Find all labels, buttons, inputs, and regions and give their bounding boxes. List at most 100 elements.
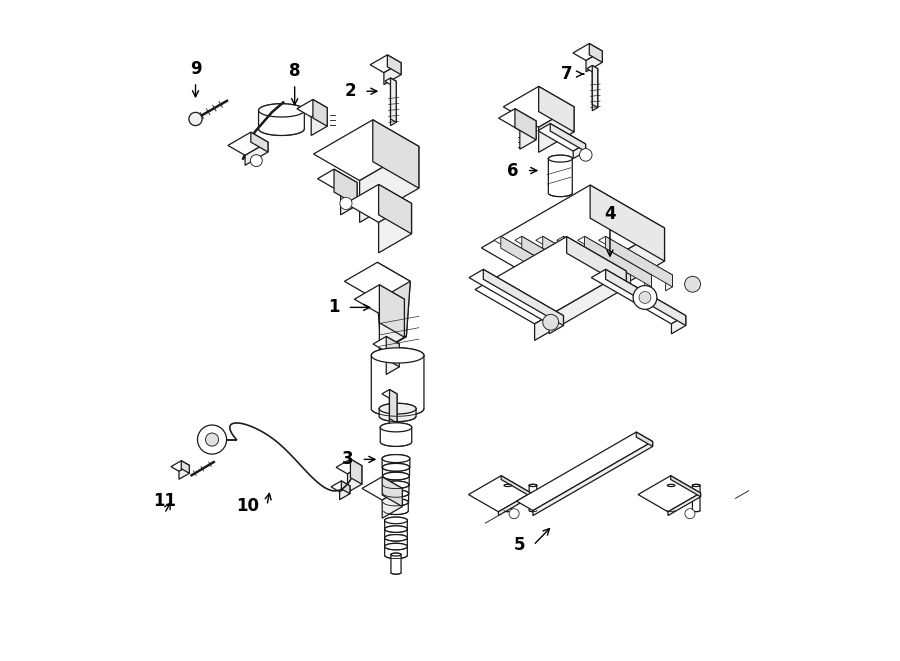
Polygon shape — [543, 236, 609, 287]
Polygon shape — [346, 184, 411, 222]
Polygon shape — [585, 236, 652, 287]
Text: 11: 11 — [153, 492, 176, 510]
Circle shape — [639, 292, 651, 303]
Polygon shape — [379, 403, 416, 422]
Text: 4: 4 — [604, 206, 616, 223]
Circle shape — [633, 286, 657, 309]
Polygon shape — [483, 270, 563, 326]
Polygon shape — [386, 336, 400, 367]
Polygon shape — [529, 485, 536, 486]
Polygon shape — [539, 87, 574, 132]
Polygon shape — [567, 237, 626, 288]
Polygon shape — [501, 476, 531, 497]
Polygon shape — [504, 485, 511, 512]
Polygon shape — [350, 459, 362, 484]
Text: 3: 3 — [342, 450, 354, 469]
Polygon shape — [670, 476, 700, 497]
Polygon shape — [382, 472, 410, 488]
Polygon shape — [372, 348, 424, 363]
Polygon shape — [383, 490, 409, 506]
Polygon shape — [624, 275, 631, 291]
Polygon shape — [590, 185, 664, 261]
Polygon shape — [517, 432, 652, 510]
Polygon shape — [535, 271, 626, 340]
Polygon shape — [563, 236, 631, 287]
Text: 7: 7 — [562, 65, 573, 83]
Polygon shape — [339, 486, 350, 500]
Polygon shape — [606, 270, 686, 326]
Polygon shape — [508, 291, 553, 316]
Circle shape — [197, 425, 227, 454]
Polygon shape — [504, 485, 511, 486]
Polygon shape — [550, 124, 586, 151]
Polygon shape — [391, 553, 401, 574]
Polygon shape — [340, 182, 357, 215]
Polygon shape — [503, 87, 574, 127]
Polygon shape — [382, 463, 410, 480]
Polygon shape — [508, 271, 553, 296]
Polygon shape — [391, 553, 401, 556]
Text: 1: 1 — [328, 298, 339, 317]
Polygon shape — [382, 472, 410, 480]
Polygon shape — [383, 490, 409, 497]
Polygon shape — [548, 155, 572, 162]
Polygon shape — [500, 236, 568, 287]
Polygon shape — [380, 285, 404, 337]
Polygon shape — [313, 99, 328, 126]
Polygon shape — [671, 316, 686, 334]
Polygon shape — [181, 461, 189, 473]
Polygon shape — [385, 78, 396, 85]
Polygon shape — [556, 228, 664, 324]
Polygon shape — [527, 271, 553, 300]
Polygon shape — [345, 262, 410, 300]
Polygon shape — [384, 526, 408, 541]
Polygon shape — [692, 485, 700, 486]
Polygon shape — [668, 493, 700, 516]
Circle shape — [340, 198, 352, 210]
Polygon shape — [331, 481, 350, 492]
Polygon shape — [382, 477, 402, 506]
Polygon shape — [384, 526, 408, 532]
Polygon shape — [482, 185, 664, 291]
Polygon shape — [538, 124, 586, 151]
Text: 8: 8 — [289, 62, 301, 80]
Polygon shape — [535, 305, 553, 330]
Polygon shape — [258, 104, 304, 117]
Polygon shape — [297, 99, 328, 117]
Polygon shape — [666, 275, 672, 291]
Text: 10: 10 — [236, 496, 259, 515]
Polygon shape — [341, 481, 350, 494]
Polygon shape — [391, 78, 396, 122]
Polygon shape — [355, 285, 404, 313]
Polygon shape — [549, 316, 563, 334]
Polygon shape — [475, 237, 626, 324]
Polygon shape — [381, 423, 411, 446]
Polygon shape — [578, 236, 652, 279]
Polygon shape — [379, 184, 411, 234]
Polygon shape — [592, 65, 598, 108]
Polygon shape — [336, 459, 362, 474]
Polygon shape — [384, 535, 408, 541]
Polygon shape — [603, 275, 609, 291]
Polygon shape — [382, 455, 410, 471]
Polygon shape — [586, 51, 602, 72]
Polygon shape — [499, 108, 536, 130]
Polygon shape — [539, 107, 574, 153]
Polygon shape — [334, 169, 357, 206]
Circle shape — [189, 112, 202, 126]
Circle shape — [685, 509, 695, 519]
Polygon shape — [380, 299, 404, 352]
Polygon shape — [561, 275, 568, 291]
Text: 2: 2 — [345, 82, 356, 100]
Polygon shape — [382, 389, 397, 398]
Circle shape — [685, 276, 700, 292]
Polygon shape — [360, 146, 418, 222]
Polygon shape — [557, 236, 631, 279]
Polygon shape — [179, 465, 189, 479]
Polygon shape — [587, 65, 598, 72]
Polygon shape — [347, 465, 362, 492]
Polygon shape — [313, 120, 418, 180]
Polygon shape — [372, 348, 424, 416]
Polygon shape — [373, 336, 400, 352]
Polygon shape — [311, 108, 328, 136]
